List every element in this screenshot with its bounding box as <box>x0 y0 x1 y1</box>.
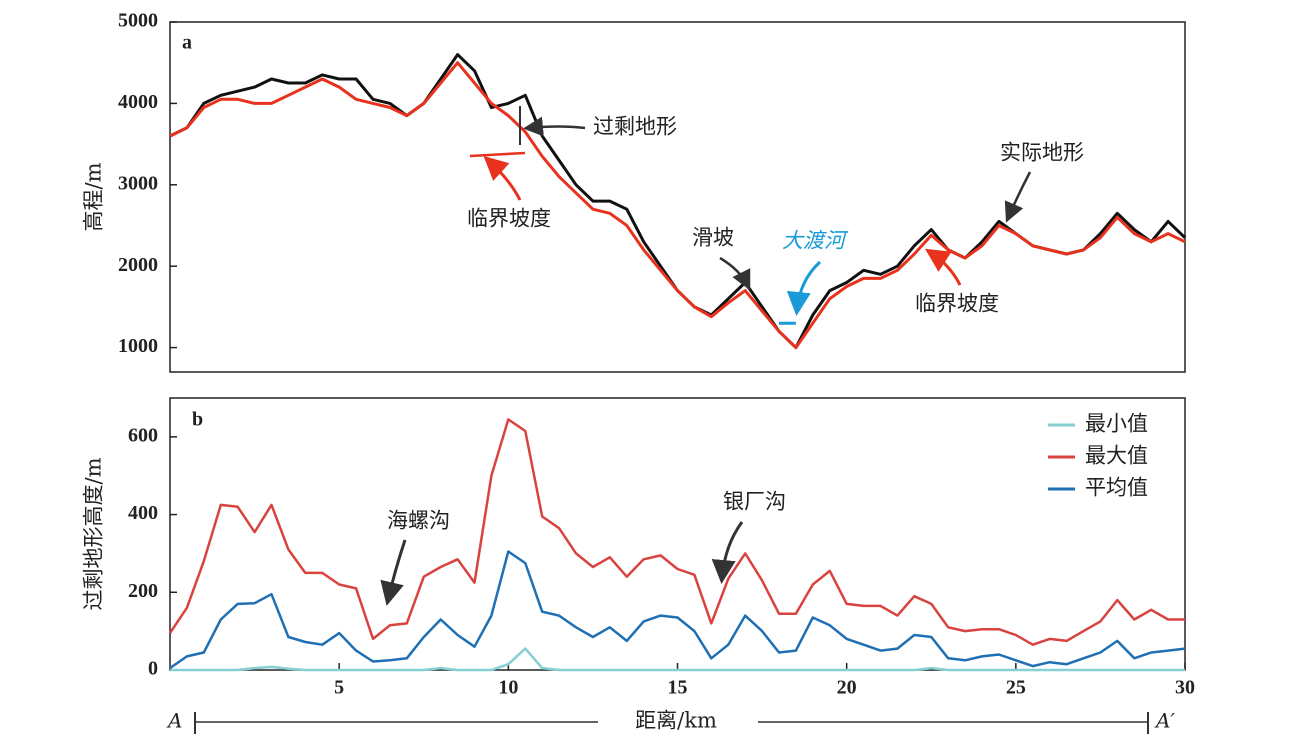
arrow <box>711 521 744 584</box>
arrow <box>1004 171 1032 223</box>
arrow <box>523 116 586 137</box>
series-line <box>169 61 1186 350</box>
annotation: 海螺沟 <box>387 509 450 533</box>
arrow <box>786 260 822 316</box>
y-tick-label: 600 <box>128 424 158 446</box>
panel: 1000 2000 3000 4000 5000 高程/m <box>82 10 1187 373</box>
plot-frame <box>169 397 1186 671</box>
y-tick-label: 4000 <box>118 91 158 113</box>
annotation: 临界坡度 <box>467 207 551 231</box>
series-line <box>169 53 1187 350</box>
x-tick-label: 25 <box>1006 677 1026 699</box>
plot-frame <box>169 21 1186 373</box>
panel-label: b <box>192 409 203 431</box>
y-tick-label: 200 <box>128 580 158 602</box>
y-axis-label: 过剩地形高度/m <box>82 457 106 610</box>
series-line <box>170 647 1185 672</box>
y-tick-label: 2000 <box>118 254 158 276</box>
annotation: 银厂沟 <box>723 490 786 514</box>
slope-mark <box>469 151 526 158</box>
legend-label: 最小值 <box>1085 412 1148 436</box>
annotation: 大渡河 <box>782 229 849 253</box>
panel-b-annotations: b 海螺沟 银厂沟 <box>192 409 786 606</box>
y-tick-label: 5000 <box>118 10 158 32</box>
panel-label: a <box>182 32 192 54</box>
arrow <box>719 256 751 291</box>
section-start: A <box>166 709 182 733</box>
arrow <box>483 155 522 201</box>
y-tick-label: 3000 <box>118 172 158 194</box>
x-tick-label: 10 <box>498 677 518 699</box>
x-tick-label: 15 <box>668 677 688 699</box>
y-tick-label: 1000 <box>118 335 158 357</box>
y-tick-label: 0 <box>148 658 158 680</box>
y-axis-label: 高程/m <box>82 162 106 231</box>
x-tick-label: 20 <box>837 677 857 699</box>
legend-label: 平均值 <box>1085 476 1148 500</box>
annotation: 滑坡 <box>692 226 734 250</box>
section-end: A′ <box>1154 709 1175 733</box>
arrow <box>380 539 407 606</box>
annotation: 实际地形 <box>1000 141 1084 165</box>
series-line <box>169 550 1186 670</box>
annotation: 临界坡度 <box>915 292 999 316</box>
series-line <box>168 418 1185 646</box>
x-tick-label: 5 <box>334 677 344 699</box>
x-axis-label: 距离/km <box>635 709 717 733</box>
x-tick-label: 30 <box>1175 677 1195 699</box>
panel-a-annotations: a 过剩地形 临界坡度 滑坡 大渡河 实际地形 临界坡度 <box>182 32 1084 316</box>
section-axis: A 距离/km A′ <box>166 709 1175 734</box>
arrow <box>924 248 962 286</box>
annotation: 过剩地形 <box>593 115 677 139</box>
y-tick-label: 400 <box>128 502 158 524</box>
legend-label: 最大值 <box>1085 444 1148 468</box>
